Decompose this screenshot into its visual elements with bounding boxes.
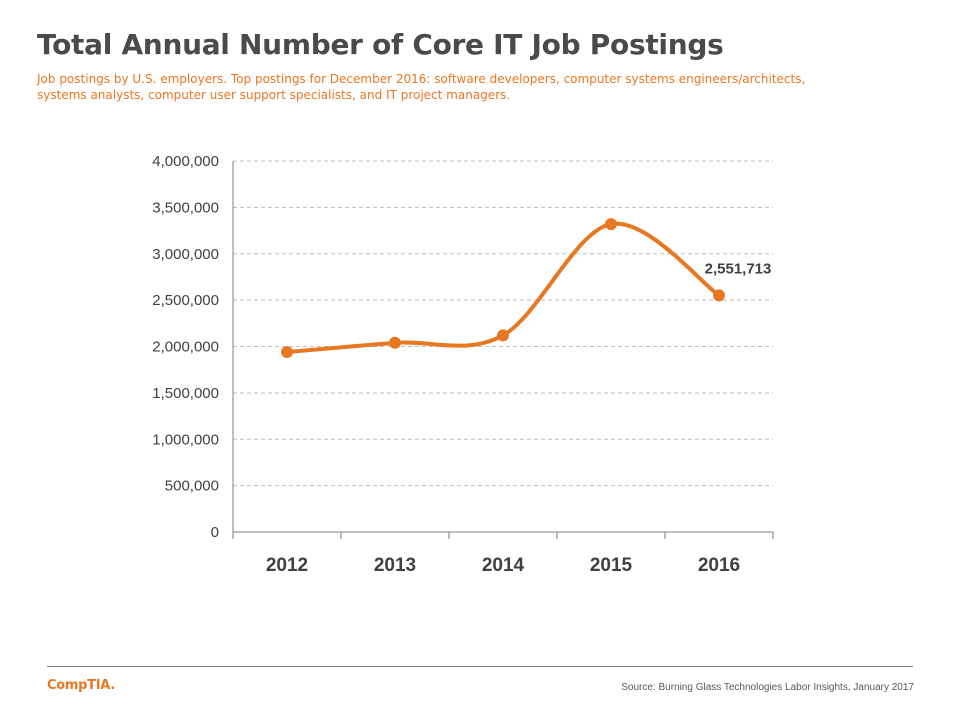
y-tick-label: 0 [211,524,219,541]
data-label: 2,551,713 [705,260,772,277]
data-point [281,346,293,359]
y-tick-label: 3,000,000 [152,246,219,263]
series-line [285,221,721,355]
y-tick-label: 2,500,000 [152,292,219,309]
x-tick-label: 2012 [266,555,308,576]
x-tick-label: 2016 [698,555,740,576]
data-point [605,218,617,231]
data-point [713,289,725,302]
x-tick-label: 2013 [374,555,416,576]
comptia-logo: CompTIA. [47,678,115,693]
source-note: Source: Burning Glass Technologies Labor… [621,682,914,693]
footer-divider [47,666,913,667]
data-point [389,336,401,349]
y-tick-label: 3,500,000 [152,199,219,216]
data-point [497,329,509,342]
y-tick-label: 1,500,000 [152,385,219,402]
page-title: Total Annual Number of Core IT Job Posti… [37,28,724,61]
y-tick-label: 2,000,000 [152,339,219,356]
y-tick-label: 500,000 [165,478,219,495]
page-subtitle: Job postings by U.S. employers. Top post… [37,72,806,102]
x-tick-label: 2014 [482,555,525,576]
y-tick-label: 4,000,000 [152,153,219,170]
y-tick-label: 1,000,000 [152,431,219,448]
x-tick-label: 2015 [590,555,633,576]
